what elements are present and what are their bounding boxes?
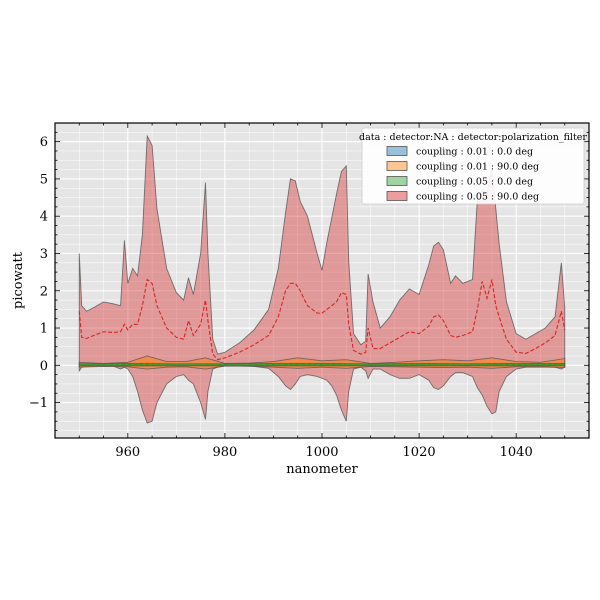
legend-swatch xyxy=(386,191,408,201)
x-axis-label: nanometer xyxy=(286,462,358,477)
legend-label: coupling : 0.01 : 90.0 deg xyxy=(416,162,539,173)
x-tick-label: 1040 xyxy=(500,445,533,460)
legend-swatch xyxy=(386,146,408,156)
x-tick-label: 1020 xyxy=(403,445,436,460)
y-tick-label: 4 xyxy=(40,210,48,225)
y-tick-label: 5 xyxy=(40,172,48,187)
legend-label: coupling : 0.05 : 0.0 deg xyxy=(416,177,533,188)
legend-items: coupling : 0.01 : 0.0 deg coupling : 0.01… xyxy=(386,146,539,203)
y-axis-label: picowatt xyxy=(11,251,26,309)
x-tick-label: 980 xyxy=(212,445,237,460)
y-tick-label: −1 xyxy=(29,396,48,411)
legend-label: coupling : 0.05 : 90.0 deg xyxy=(416,192,539,203)
legend-title: data : detector:NA : detector:polarizati… xyxy=(359,132,587,143)
y-tick-label: 6 xyxy=(40,135,48,150)
legend-swatch xyxy=(386,176,408,186)
ticks: 960 980 1000 1020 1040 −1 0 1 2 3 4 5 6 xyxy=(29,122,590,460)
y-tick-label: 2 xyxy=(40,284,48,299)
series-group xyxy=(78,134,566,424)
x-tick-label: 1000 xyxy=(305,445,338,460)
y-tick-label: 0 xyxy=(40,359,48,374)
series-mean-line-3 xyxy=(78,278,566,361)
y-tick-label: 3 xyxy=(40,247,48,262)
legend-box xyxy=(361,127,585,205)
legend: data : detector:NA : detector:polarizati… xyxy=(359,127,587,205)
y-tick-label: 1 xyxy=(40,322,48,337)
x-tick-label: 960 xyxy=(115,445,140,460)
legend-swatch xyxy=(386,161,408,171)
legend-label: coupling : 0.01 : 0.0 deg xyxy=(416,147,533,158)
